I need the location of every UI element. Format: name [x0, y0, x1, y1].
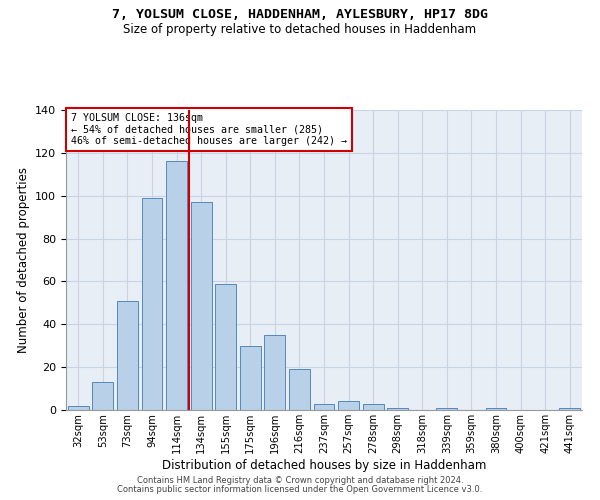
Bar	[289, 370, 310, 410]
Bar	[191, 202, 212, 410]
Bar	[387, 408, 408, 410]
Bar	[338, 402, 359, 410]
Bar	[559, 408, 580, 410]
Text: 7 YOLSUM CLOSE: 136sqm
← 54% of detached houses are smaller (285)
46% of semi-de: 7 YOLSUM CLOSE: 136sqm ← 54% of detached…	[71, 113, 347, 146]
Bar	[436, 408, 457, 410]
Text: Size of property relative to detached houses in Haddenham: Size of property relative to detached ho…	[124, 22, 476, 36]
Text: 7, YOLSUM CLOSE, HADDENHAM, AYLESBURY, HP17 8DG: 7, YOLSUM CLOSE, HADDENHAM, AYLESBURY, H…	[112, 8, 488, 20]
Bar	[92, 382, 113, 410]
Text: Contains HM Land Registry data © Crown copyright and database right 2024.: Contains HM Land Registry data © Crown c…	[137, 476, 463, 485]
Bar	[166, 162, 187, 410]
X-axis label: Distribution of detached houses by size in Haddenham: Distribution of detached houses by size …	[162, 458, 486, 471]
Text: Contains public sector information licensed under the Open Government Licence v3: Contains public sector information licen…	[118, 485, 482, 494]
Bar	[240, 346, 261, 410]
Y-axis label: Number of detached properties: Number of detached properties	[17, 167, 29, 353]
Bar	[485, 408, 506, 410]
Bar	[265, 335, 286, 410]
Bar	[117, 300, 138, 410]
Bar	[68, 406, 89, 410]
Bar	[362, 404, 383, 410]
Bar	[314, 404, 334, 410]
Bar	[142, 198, 163, 410]
Bar	[215, 284, 236, 410]
